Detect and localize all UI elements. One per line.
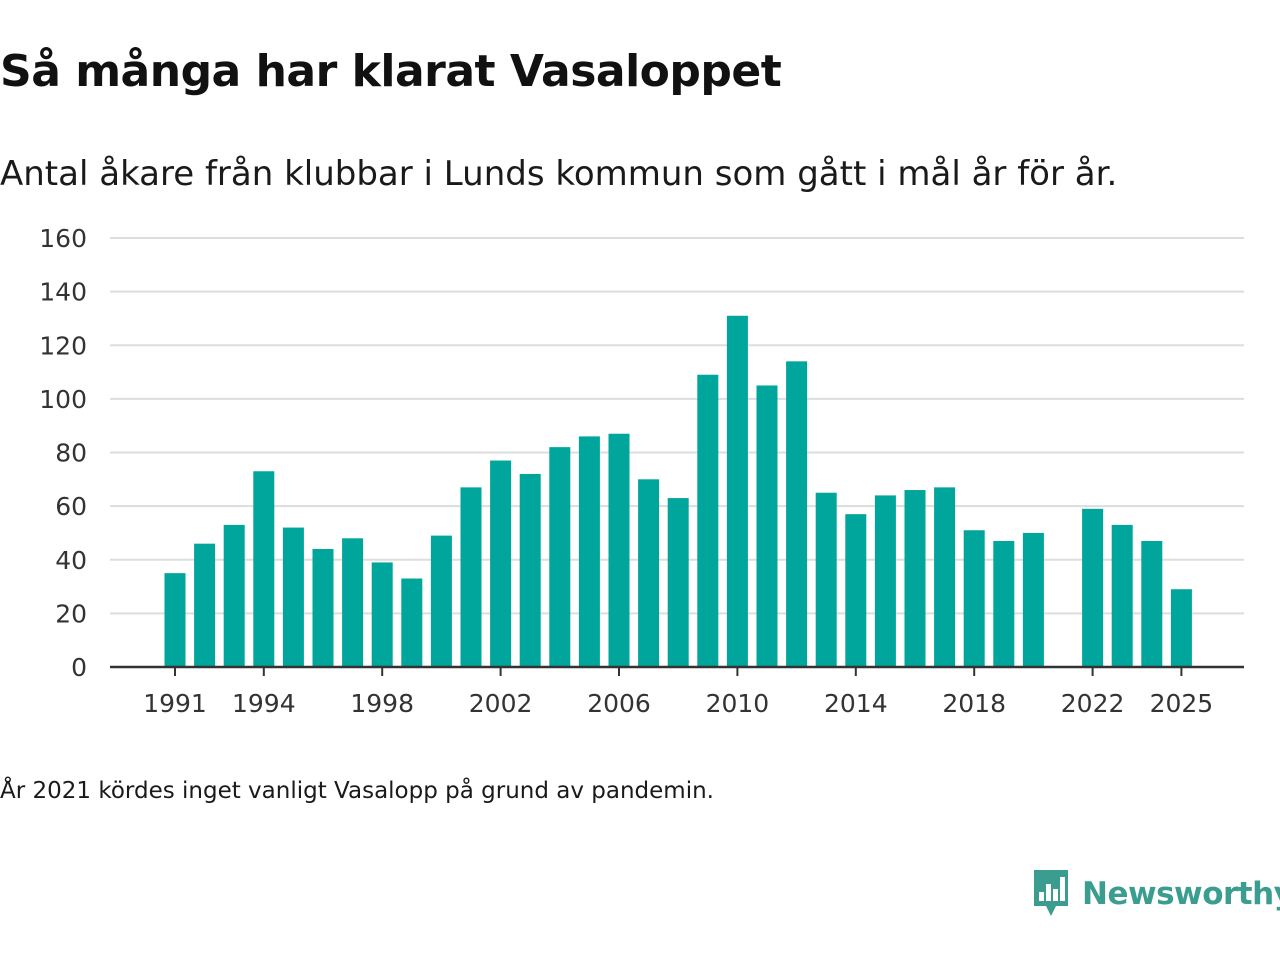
x-axis (110, 665, 1244, 676)
y-tick-label: 140 (39, 278, 87, 307)
x-tick-label: 2006 (587, 689, 651, 718)
bar-2017 (934, 487, 956, 667)
bar-2004 (549, 447, 571, 667)
x-tick-label: 2014 (824, 689, 888, 718)
bar-2016 (904, 490, 926, 667)
bar-1993 (223, 524, 245, 667)
x-tick-label: 2010 (706, 689, 770, 718)
bar-2015 (874, 495, 896, 667)
bar-2024 (1141, 540, 1163, 667)
y-tick-label: 160 (39, 224, 87, 253)
bar-2002 (490, 460, 512, 667)
bar-2012 (786, 361, 808, 667)
bar-2013 (815, 492, 837, 667)
y-tick-label: 0 (71, 653, 87, 682)
y-tick-label: 100 (39, 385, 87, 414)
bar-2019 (993, 540, 1015, 667)
x-tick-label: 2025 (1150, 689, 1214, 718)
x-tick-label: 1994 (232, 689, 296, 718)
bar-2014 (845, 514, 867, 667)
x-tick-label: 2002 (469, 689, 533, 718)
bar-2018 (963, 530, 985, 667)
y-tick-label: 60 (55, 492, 87, 521)
newsworthy-logo-icon (1034, 870, 1068, 916)
bar-1994 (253, 471, 275, 667)
bar-2022 (1082, 508, 1104, 667)
bar-2001 (460, 487, 482, 667)
footnote: År 2021 kördes inget vanligt Vasalopp på… (0, 778, 714, 804)
bar-1998 (371, 562, 393, 667)
x-tick-labels: 1991 1994 1998 2002 2006 2010 2014 2018 2022 2025 (143, 689, 1213, 718)
bar-chart: 0 20 40 60 80 100 120 140 160 1991 1994 1998 2002 20… (39, 224, 1244, 718)
brand-name: Newsworthy (1082, 876, 1280, 912)
x-tick-label: 2018 (942, 689, 1006, 718)
bar-2007 (638, 479, 660, 667)
bar-2011 (756, 385, 778, 667)
bar-2020 (1022, 532, 1044, 667)
bar-2009 (697, 374, 719, 667)
x-tick-label: 2022 (1061, 689, 1125, 718)
bar-1999 (401, 578, 423, 667)
bar-2006 (608, 433, 630, 667)
chart-subtitle: Antal åkare från klubbar i Lunds kommun … (0, 154, 1118, 194)
y-tick-label: 120 (39, 331, 87, 360)
bar-2010 (726, 315, 748, 667)
bar-1996 (312, 549, 334, 667)
bar-2025 (1170, 589, 1192, 667)
bar-1997 (342, 538, 364, 667)
bar-2008 (667, 498, 689, 667)
x-tick-label: 1991 (143, 689, 207, 718)
chart-title: Så många har klarat Vasaloppet (0, 46, 782, 97)
y-tick-labels: 0 20 40 60 80 100 120 140 160 (39, 224, 87, 682)
bar-2023 (1111, 524, 1133, 667)
bar-2003 (519, 473, 541, 667)
y-tick-label: 40 (55, 546, 87, 575)
bar-1995 (282, 527, 304, 667)
bar-2000 (430, 535, 452, 667)
x-tick-label: 1998 (350, 689, 414, 718)
y-tick-label: 20 (55, 599, 87, 628)
bar-2005 (578, 436, 600, 667)
bar-1992 (194, 543, 216, 667)
y-tick-label: 80 (55, 439, 87, 468)
bars (164, 315, 1192, 667)
bar-1991 (164, 573, 186, 667)
brand-logo[interactable]: Newsworthy (1032, 868, 1280, 920)
